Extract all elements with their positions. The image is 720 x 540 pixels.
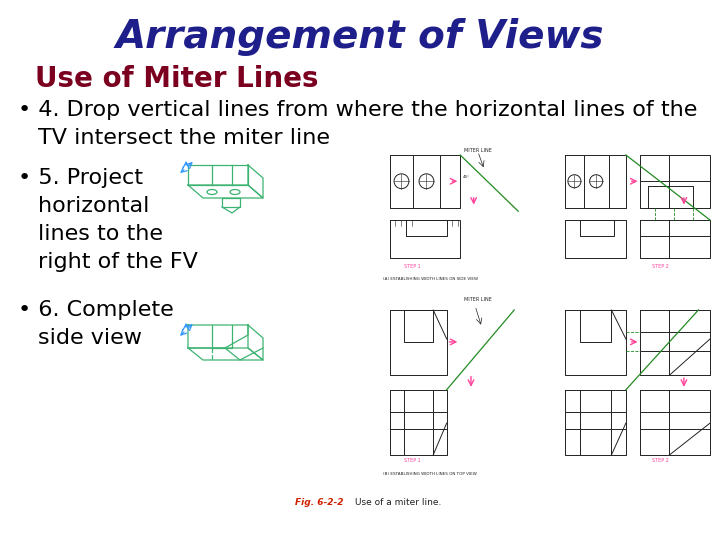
Text: • 4. Drop vertical lines from where the horizontal lines of the: • 4. Drop vertical lines from where the … [18,100,698,120]
Text: STEP 2: STEP 2 [652,264,669,268]
Text: lines to the: lines to the [38,224,163,244]
Text: STEP 2: STEP 2 [652,458,669,463]
Text: STEP 1: STEP 1 [403,264,420,268]
Text: side view: side view [38,328,142,348]
Text: MITER LINE: MITER LINE [464,147,492,152]
Text: Use of Miter Lines: Use of Miter Lines [35,65,318,93]
Text: Arrangement of Views: Arrangement of Views [116,18,604,56]
Text: • 6. Complete: • 6. Complete [18,300,174,320]
Text: (B) ESTABLISHING WIDTH LINES ON TOP VIEW: (B) ESTABLISHING WIDTH LINES ON TOP VIEW [383,472,477,476]
Text: 45°: 45° [463,174,470,179]
Text: right of the FV: right of the FV [38,252,198,272]
Text: • 5. Project: • 5. Project [18,168,143,188]
Text: (A) ESTABLISHING WIDTH LINES ON SIDE VIEW: (A) ESTABLISHING WIDTH LINES ON SIDE VIE… [383,277,478,281]
Text: Use of a miter line.: Use of a miter line. [355,498,441,507]
Text: Fig. 6-2-2: Fig. 6-2-2 [295,498,343,507]
Text: MITER LINE: MITER LINE [464,298,492,302]
Text: TV intersect the miter line: TV intersect the miter line [38,128,330,148]
Text: STEP 1: STEP 1 [403,458,420,463]
Text: horizontal: horizontal [38,196,149,216]
